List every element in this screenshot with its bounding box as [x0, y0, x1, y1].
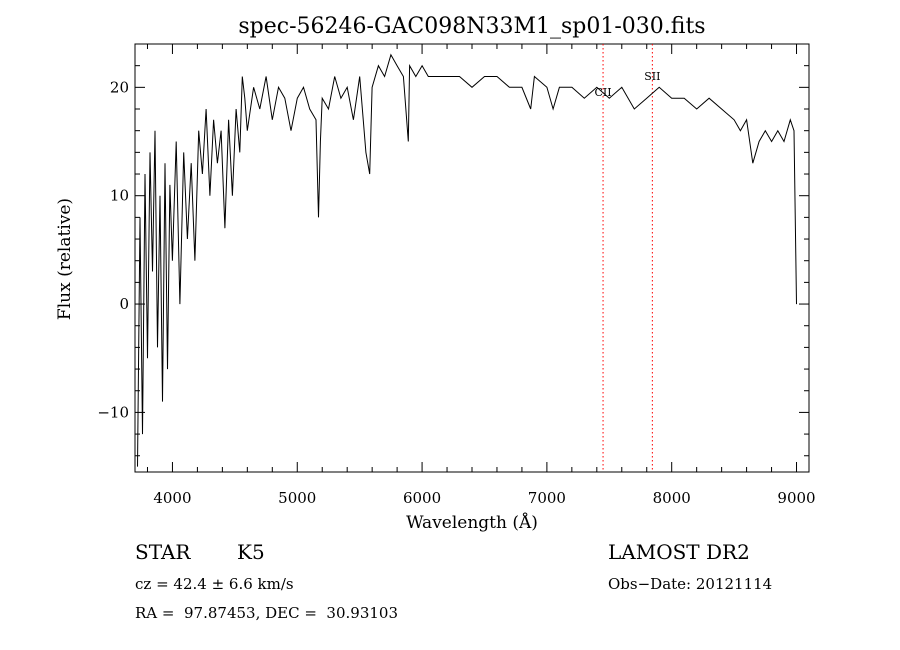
y-axis-ticks: −10 0 10 20: [97, 43, 809, 457]
x-tick-label: 8000: [653, 489, 691, 507]
x-axis-ticks: 4000 5000 6000 7000 8000 9000: [146, 44, 816, 507]
x-tick-label: 5000: [278, 489, 316, 507]
plot-border: [134, 43, 810, 473]
spectral-class: STAR: [135, 540, 191, 564]
y-tick-label: −10: [97, 403, 129, 421]
plot-frame: [134, 43, 810, 473]
spectrum-series: [137, 53, 797, 467]
series-line-0: [137, 53, 797, 467]
spectral-subclass: K5: [237, 540, 265, 564]
ref-label-sii: SII: [644, 70, 660, 83]
redshift-text: cz = 42.4 ± 6.6 km/s: [135, 575, 294, 593]
x-tick-label: 4000: [153, 489, 191, 507]
x-tick-label: 9000: [777, 489, 815, 507]
y-tick-label: 0: [119, 295, 129, 313]
survey-name: LAMOST DR2: [608, 540, 750, 564]
x-tick-label: 7000: [528, 489, 566, 507]
chart-title: spec-56246-GAC098N33M1_sp01-030.fits: [238, 14, 705, 39]
coordinates-text: RA = 97.87453, DEC = 30.93103: [135, 604, 399, 622]
obs-date-text: Obs−Date: 20121114: [608, 575, 773, 593]
y-axis-label: Flux (relative): [55, 198, 75, 320]
y-tick-label: 10: [110, 187, 129, 205]
x-tick-label: 6000: [403, 489, 441, 507]
y-tick-label: 20: [110, 78, 129, 96]
x-axis-label: Wavelength (Å): [406, 512, 538, 533]
